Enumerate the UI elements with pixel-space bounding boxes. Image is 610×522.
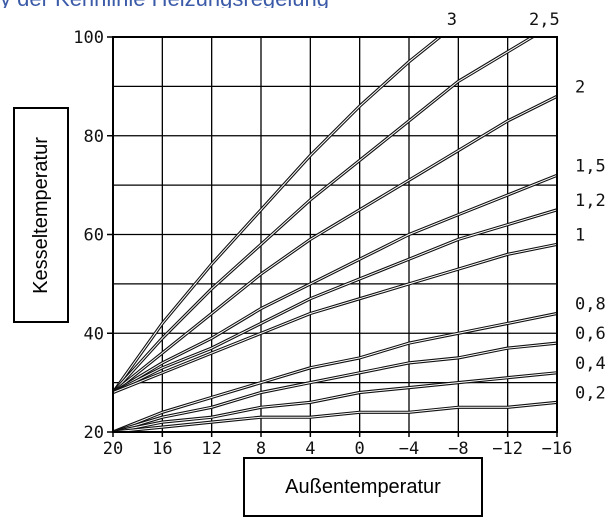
slope-label: 2,5 [529, 10, 560, 30]
slope-label: 1,2 [575, 191, 606, 211]
curve-line [113, 37, 536, 394]
curve-0-2 [113, 400, 557, 432]
curve-line-inner [113, 37, 441, 393]
chart-top-title: y der Kennlinie Heizungsregelung [0, 0, 610, 8]
curve-line [113, 341, 557, 432]
slope-label: 2 [575, 77, 585, 97]
curve-0-4 [113, 371, 557, 432]
slope-label: 0,4 [575, 354, 606, 374]
curves [113, 37, 557, 432]
x-axis-label: Außentemperatur [285, 475, 441, 498]
curve-line-inner [113, 243, 557, 393]
curve-line-inner [113, 174, 557, 393]
x-tick-label: −4 [399, 439, 419, 459]
x-tick-labels: 20 16 12 8 4 0 −4 −8 −12 −16 [103, 432, 573, 459]
y-tick-label: 20 [84, 423, 104, 443]
slope-labels: 3 2,5 2 1,5 1,2 1 0,8 0,6 0,4 0,2 [447, 10, 606, 403]
y-tick-label: 60 [84, 226, 104, 246]
curve-line-inner [113, 313, 557, 432]
x-tick-label: 20 [103, 439, 123, 459]
x-tick-label: −16 [542, 439, 573, 459]
x-axis-label-box: Außentemperatur [243, 457, 483, 517]
curve-line-inner [113, 209, 557, 393]
x-tick-label: −8 [448, 439, 468, 459]
y-axis-label: Kesseltemperatur [29, 136, 52, 294]
x-tick-label: 4 [305, 439, 315, 459]
x-tick-label: −12 [492, 439, 523, 459]
curve-1-2 [113, 208, 557, 394]
slope-label: 0,2 [575, 383, 606, 403]
curve-line-inner [113, 401, 557, 432]
curve-3 [113, 37, 443, 394]
slope-label: 0,8 [575, 295, 606, 315]
curve-1-5 [113, 173, 557, 394]
curve-1 [113, 242, 557, 394]
slope-label: 3 [447, 10, 457, 30]
x-tick-label: 16 [152, 439, 172, 459]
y-tick-label: 40 [84, 324, 104, 344]
x-tick-label: 0 [355, 439, 365, 459]
x-tick-label: 12 [201, 439, 221, 459]
curve-line-inner [113, 342, 557, 432]
y-tick-labels: 20 40 60 80 100 [73, 28, 113, 443]
x-tick-label: 8 [256, 439, 266, 459]
slope-label: 1,5 [575, 156, 606, 176]
curve-0-8 [113, 311, 557, 432]
grid [112, 36, 558, 433]
slope-label: 0,6 [575, 324, 606, 344]
curve-0-6 [113, 341, 557, 432]
curve-line-inner [113, 372, 557, 432]
y-tick-label: 100 [73, 28, 104, 48]
curve-line-inner [113, 95, 557, 393]
curve-line [113, 371, 557, 432]
slope-label: 1 [575, 225, 585, 245]
curve-line-inner [113, 37, 534, 393]
curve-line [113, 242, 557, 394]
curve-2-5 [113, 37, 536, 394]
y-tick-label: 80 [84, 127, 104, 147]
y-axis-label-box: Kesseltemperatur [13, 107, 69, 323]
curve-2 [113, 94, 557, 394]
curve-line [113, 94, 557, 394]
